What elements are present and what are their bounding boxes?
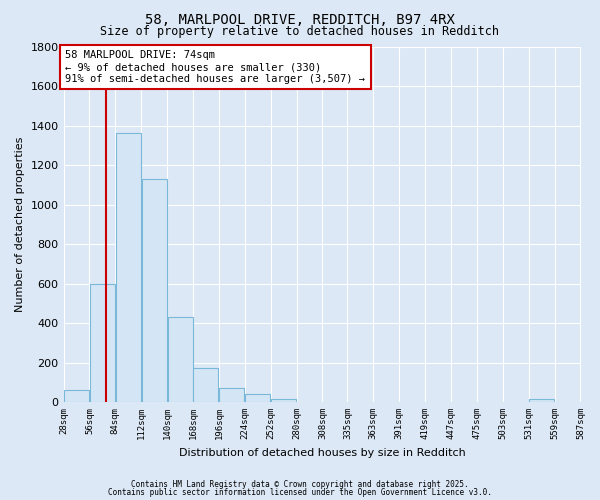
Bar (116, 134, 141, 402)
Text: Size of property relative to detached houses in Redditch: Size of property relative to detached ho… (101, 25, 499, 38)
Bar (271, 399, 296, 402)
Bar (167, 317, 193, 402)
Text: Contains public sector information licensed under the Open Government Licence v3: Contains public sector information licen… (108, 488, 492, 497)
Bar (142, 179, 167, 402)
Y-axis label: Number of detached properties: Number of detached properties (15, 136, 25, 312)
Bar (529, 399, 554, 402)
Bar (90, 284, 115, 402)
X-axis label: Distribution of detached houses by size in Redditch: Distribution of detached houses by size … (179, 448, 466, 458)
Bar (64, 390, 89, 402)
Text: Contains HM Land Registry data © Crown copyright and database right 2025.: Contains HM Land Registry data © Crown c… (131, 480, 469, 489)
Text: 58 MARLPOOL DRIVE: 74sqm
← 9% of detached houses are smaller (330)
91% of semi-d: 58 MARLPOOL DRIVE: 74sqm ← 9% of detache… (65, 50, 365, 84)
Bar (193, 368, 218, 402)
Text: 58, MARLPOOL DRIVE, REDDITCH, B97 4RX: 58, MARLPOOL DRIVE, REDDITCH, B97 4RX (145, 12, 455, 26)
Bar (220, 388, 244, 402)
Bar (245, 394, 270, 402)
